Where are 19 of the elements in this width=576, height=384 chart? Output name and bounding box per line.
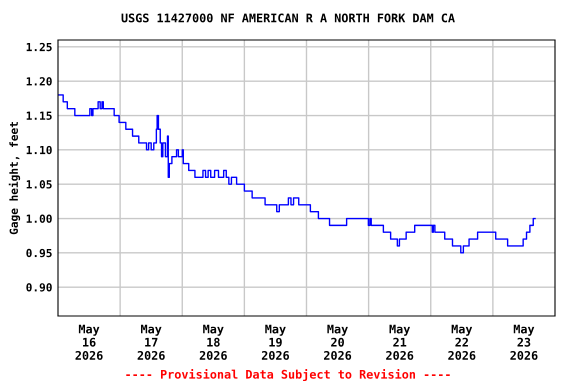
x-tick-label: May 21 2026 [386,324,414,360]
y-tick-label: 0.90 [26,283,52,292]
y-tick-label: 1.20 [26,77,52,86]
x-tick-label: May 22 2026 [448,324,476,360]
y-axis-title: Gage height, feet [8,122,20,234]
y-tick-label: 1.05 [26,180,52,189]
x-tick-label: May 18 2026 [200,324,227,360]
text: ---- Provisional Data Subject to Revision ---- [126,368,450,382]
y-tick-label: 1.25 [26,42,52,52]
y-tick-label: 1.00 [26,214,52,223]
y-tick-label: 1.15 [26,112,52,120]
y-tick-label: 1.10 [26,146,52,154]
x-tick-label: May 19 2026 [262,324,290,360]
x-tick-label: May 23 2026 [510,324,538,360]
chart-title: USGS 11427000 NF AMERICAN R A NORTH FORK DAM CA [122,13,455,22]
y-tick-label: 0.95 [26,248,52,258]
x-tick-label: May 20 2026 [324,324,352,360]
x-tick-label: May 16 2026 [76,324,103,360]
x-tick-label: May 17 2026 [138,324,165,360]
